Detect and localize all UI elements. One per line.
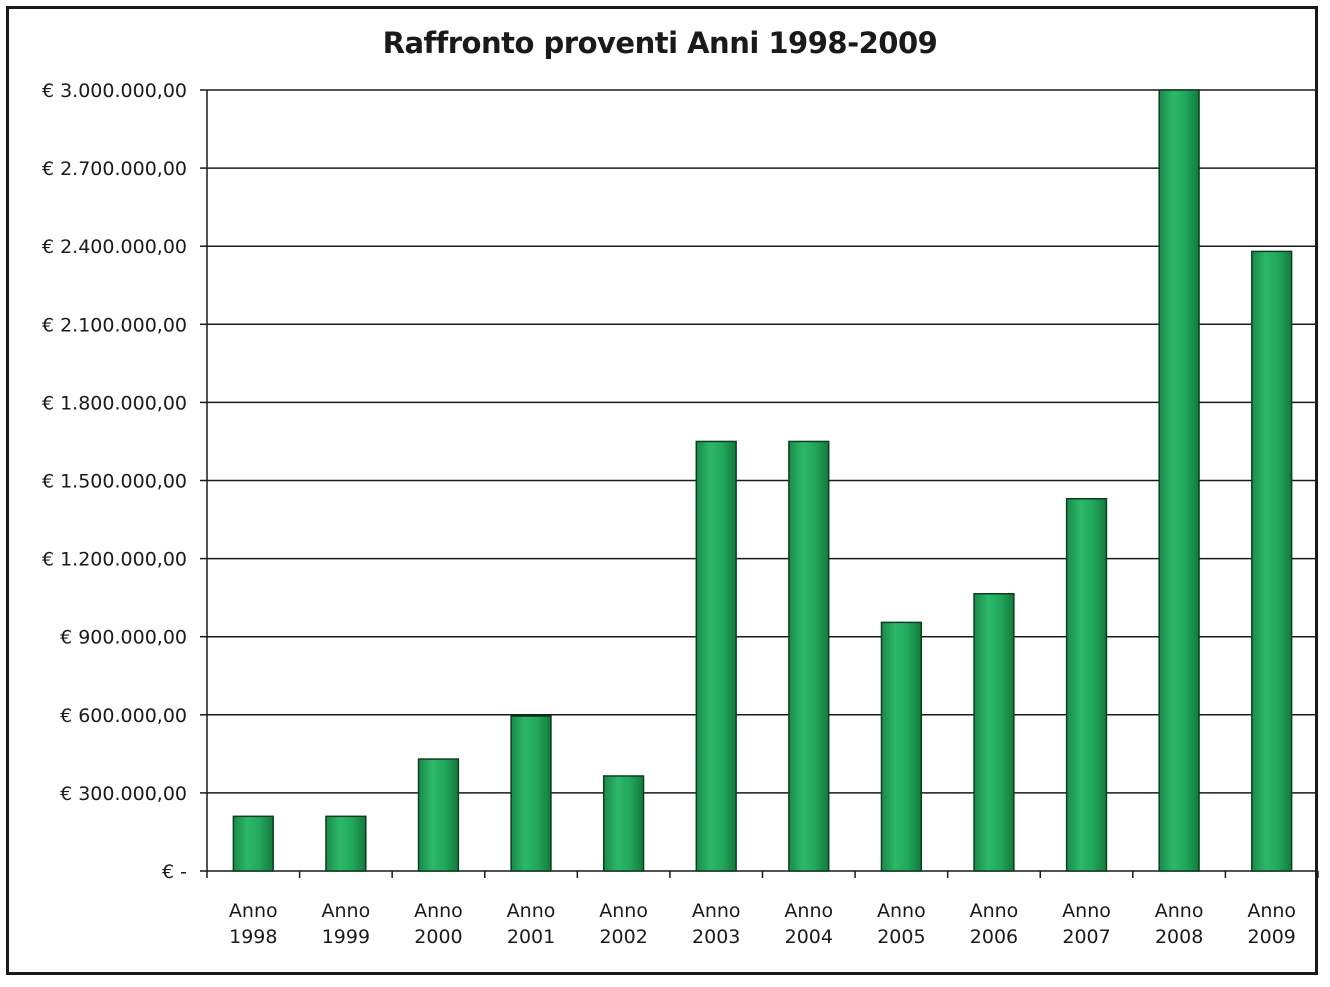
x-tick-label: Anno bbox=[507, 900, 556, 922]
y-tick-label: € 1.200.000,00 bbox=[42, 549, 187, 571]
y-tick-label: € 2.100.000,00 bbox=[42, 314, 187, 336]
x-tick-label: 2007 bbox=[1062, 926, 1110, 948]
bar-1998 bbox=[232, 815, 274, 872]
x-tick-label: 2002 bbox=[599, 926, 647, 948]
x-tick-label: 2003 bbox=[692, 926, 740, 948]
x-tick-label: Anno bbox=[414, 900, 463, 922]
y-tick-label: € 2.400.000,00 bbox=[42, 236, 187, 258]
x-tick-label: 2005 bbox=[877, 926, 925, 948]
bar-1999 bbox=[325, 815, 367, 872]
axes bbox=[200, 89, 1319, 878]
x-tick-label: Anno bbox=[1062, 900, 1111, 922]
x-tick-label: Anno bbox=[970, 900, 1019, 922]
bar-2006 bbox=[973, 592, 1015, 872]
bar-2007 bbox=[1065, 497, 1108, 872]
x-tick-label: 2004 bbox=[785, 926, 833, 948]
bar-2001 bbox=[510, 715, 552, 872]
bar-2005 bbox=[880, 621, 923, 872]
bars bbox=[232, 89, 1293, 872]
x-tick-labels: Anno 1998 Anno 1999 Anno 2000 Anno 2001 Anno 2002… bbox=[229, 900, 1296, 948]
bar-2003 bbox=[695, 440, 737, 872]
y-tick-label: € 2.700.000,00 bbox=[42, 158, 187, 180]
x-tick-label: 2000 bbox=[414, 926, 462, 948]
x-tick-label: 2009 bbox=[1248, 926, 1296, 948]
x-tick-label: Anno bbox=[784, 900, 833, 922]
x-tick-label: Anno bbox=[229, 900, 278, 922]
bar-2002 bbox=[602, 775, 645, 872]
y-tick-label: € 900.000,00 bbox=[60, 627, 187, 649]
y-tick-label: € 600.000,00 bbox=[60, 705, 187, 727]
x-tick-label: 2008 bbox=[1155, 926, 1203, 948]
x-tick-label: Anno bbox=[1155, 900, 1204, 922]
bar-2004 bbox=[788, 440, 830, 872]
x-tick-label: 2001 bbox=[507, 926, 555, 948]
x-tick-label: Anno bbox=[692, 900, 741, 922]
x-tick-label: 1999 bbox=[322, 926, 370, 948]
y-tick-labels: € - € 300.000,00 € 600.000,00 € 900.000,00 €… bbox=[42, 80, 187, 883]
bar-2009 bbox=[1251, 250, 1293, 872]
x-tick-label: 1998 bbox=[229, 926, 277, 948]
bar-2000 bbox=[417, 758, 460, 872]
y-tick-label: € 1.500.000,00 bbox=[42, 471, 187, 493]
y-tick-label: € 300.000,00 bbox=[60, 783, 187, 805]
x-tick-label: Anno bbox=[877, 900, 926, 922]
y-tick-label: € 3.000.000,00 bbox=[42, 80, 187, 102]
x-tick-label: Anno bbox=[322, 900, 371, 922]
x-tick-label: Anno bbox=[1247, 900, 1296, 922]
y-tick-label: € 1.800.000,00 bbox=[42, 392, 187, 414]
x-tick-label: 2006 bbox=[970, 926, 1018, 948]
y-tick-label: € - bbox=[162, 861, 187, 883]
bar-2008 bbox=[1158, 89, 1200, 872]
x-tick-label: Anno bbox=[599, 900, 648, 922]
chart-title: Raffronto proventi Anni 1998-2009 bbox=[382, 26, 938, 60]
grid-lines bbox=[207, 89, 1318, 794]
